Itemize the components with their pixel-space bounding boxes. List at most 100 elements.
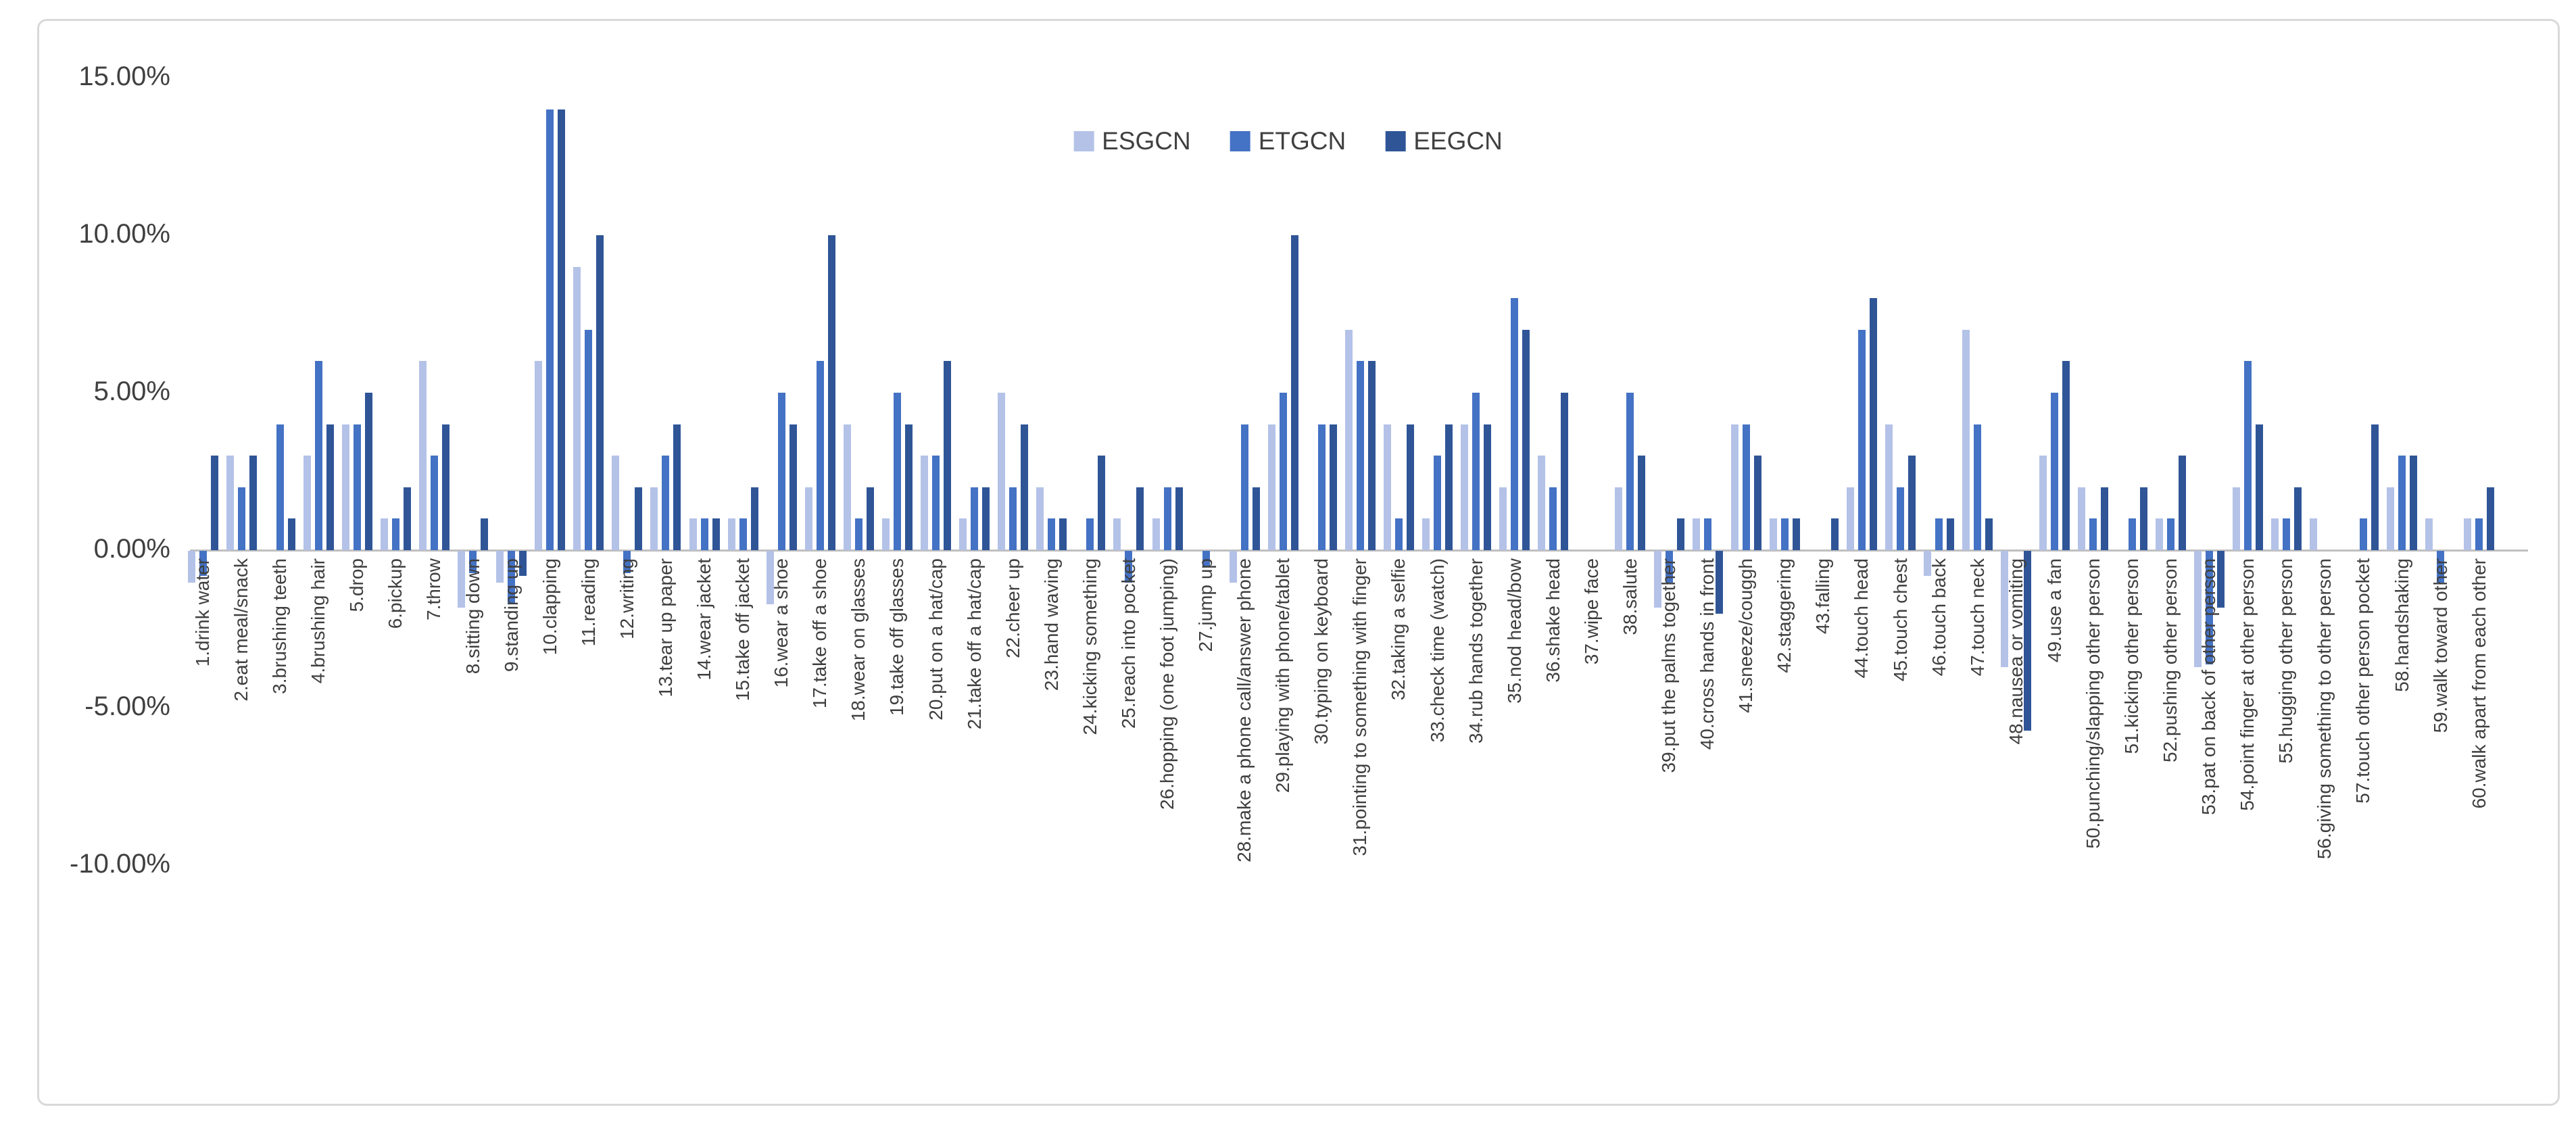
category-label-30: 30.typing on keyboard xyxy=(1311,558,1332,745)
bar-etgcn-cat51 xyxy=(2128,518,2136,550)
category-label-2: 2.eat meal/snack xyxy=(230,558,252,702)
bar-eegcn-cat22 xyxy=(1021,424,1029,550)
legend-item-etgcn: ETGCN xyxy=(1230,127,1346,155)
category-label-35: 35.nod head/bow xyxy=(1503,558,1525,704)
bar-eegcn-cat13 xyxy=(673,424,681,550)
bar-eegcn-cat50 xyxy=(2101,487,2109,550)
bar-eegcn-cat32 xyxy=(1406,424,1414,550)
bar-esgcn-cat15 xyxy=(727,518,735,550)
bar-etgcn-cat27 xyxy=(1202,551,1210,567)
category-label-49: 49.use a fan xyxy=(2043,558,2065,663)
category-label-10: 10.clapping xyxy=(539,558,560,656)
category-label-55: 55.hugging other person xyxy=(2275,558,2297,764)
bar-esgcn-cat39 xyxy=(1653,551,1661,608)
category-label-19: 19.take off glasses xyxy=(886,558,908,716)
bar-esgcn-cat19 xyxy=(881,518,890,550)
bar-eegcn-cat6 xyxy=(403,487,411,550)
category-label-32: 32.taking a selfie xyxy=(1388,558,1409,701)
legend-swatch-icon xyxy=(1230,131,1250,151)
category-label-29: 29.playing with phone/tablet xyxy=(1272,558,1294,794)
bar-eegcn-cat19 xyxy=(904,424,913,550)
bar-esgcn-cat29 xyxy=(1267,424,1275,550)
bar-eegcn-cat24 xyxy=(1098,456,1106,550)
chart-card-border xyxy=(37,19,2560,1106)
bar-etgcn-cat32 xyxy=(1394,518,1403,550)
bar-eegcn-cat46 xyxy=(1947,518,1955,550)
bar-esgcn-cat44 xyxy=(1846,487,1854,550)
bar-etgcn-cat41 xyxy=(1742,424,1750,550)
bar-etgcn-cat40 xyxy=(1703,518,1711,550)
category-label-26: 26.hopping (one foot jumping) xyxy=(1157,558,1177,810)
bar-esgcn-cat35 xyxy=(1499,487,1507,550)
bar-esgcn-cat52 xyxy=(2155,518,2163,550)
bar-etgcn-cat46 xyxy=(1935,518,1943,550)
bar-etgcn-cat20 xyxy=(932,456,940,550)
bar-esgcn-cat47 xyxy=(1962,329,1970,550)
legend-label: ESGCN xyxy=(1102,127,1191,155)
category-label-25: 25.reach into pocket xyxy=(1117,558,1139,729)
category-label-16: 16.wear a shoe xyxy=(771,558,792,688)
category-label-6: 6.pickup xyxy=(385,558,406,629)
category-label-56: 56.giving something to other person xyxy=(2314,558,2335,860)
category-label-43: 43.falling xyxy=(1812,558,1834,635)
bar-etgcn-cat26 xyxy=(1163,487,1171,550)
bar-etgcn-cat34 xyxy=(1472,393,1480,550)
bar-etgcn-cat17 xyxy=(816,361,824,550)
bar-eegcn-cat11 xyxy=(596,235,604,550)
bar-esgcn-cat9 xyxy=(496,551,504,583)
bar-eegcn-cat40 xyxy=(1715,551,1723,614)
bar-etgcn-cat2 xyxy=(237,487,245,550)
bar-eegcn-cat51 xyxy=(2139,487,2147,550)
bar-etgcn-cat19 xyxy=(893,393,901,550)
bar-esgcn-cat1 xyxy=(187,551,195,583)
bar-eegcn-cat10 xyxy=(558,109,566,550)
bar-etgcn-cat18 xyxy=(854,518,862,550)
bar-eegcn-cat47 xyxy=(1985,518,1993,550)
bar-etgcn-cat53 xyxy=(2205,551,2213,664)
bar-etgcn-cat38 xyxy=(1626,393,1634,550)
bar-eegcn-cat36 xyxy=(1561,393,1569,550)
bar-etgcn-cat4 xyxy=(314,361,322,550)
category-label-44: 44.touch head xyxy=(1851,558,1872,679)
bar-esgcn-cat40 xyxy=(1692,518,1700,550)
bar-etgcn-cat5 xyxy=(353,424,361,550)
bar-etgcn-cat6 xyxy=(391,518,399,550)
bar-eegcn-cat15 xyxy=(750,487,758,550)
y-axis-tick-label: -5.00% xyxy=(84,691,170,721)
bar-eegcn-cat20 xyxy=(944,361,952,550)
category-label-38: 38.salute xyxy=(1619,558,1641,635)
bar-eegcn-cat57 xyxy=(2371,424,2379,550)
bar-eegcn-cat54 xyxy=(2255,424,2263,550)
category-label-4: 4.brushing hair xyxy=(308,558,329,684)
bar-eegcn-cat26 xyxy=(1175,487,1183,550)
bar-etgcn-cat50 xyxy=(2089,518,2097,550)
legend-label: ETGCN xyxy=(1258,127,1346,155)
category-label-7: 7.throw xyxy=(423,558,445,620)
bar-esgcn-cat33 xyxy=(1422,518,1430,550)
category-label-12: 12.writing xyxy=(616,558,637,639)
bar-esgcn-cat8 xyxy=(458,551,466,608)
bar-esgcn-cat50 xyxy=(2078,487,2086,550)
legend-item-eegcn: EEGCN xyxy=(1385,127,1503,155)
bar-eegcn-cat44 xyxy=(1869,298,1877,550)
bar-eegcn-cat17 xyxy=(827,235,835,550)
bar-eegcn-cat41 xyxy=(1753,456,1761,550)
category-label-57: 57.touch other person pocket xyxy=(2352,558,2374,804)
category-label-39: 39.put the palms together xyxy=(1658,558,1680,773)
bar-etgcn-cat52 xyxy=(2166,518,2174,550)
bar-esgcn-cat18 xyxy=(843,424,851,550)
bar-eegcn-cat23 xyxy=(1059,518,1067,550)
bar-etgcn-cat9 xyxy=(508,551,516,605)
category-label-33: 33.check time (watch) xyxy=(1426,558,1448,743)
bar-esgcn-cat41 xyxy=(1730,424,1739,550)
y-axis-tick-label: 0.00% xyxy=(93,534,170,564)
y-axis-tick-label: 10.00% xyxy=(78,219,170,249)
category-label-48: 48.nausea or vomiting xyxy=(2005,558,2026,745)
bar-etgcn-cat14 xyxy=(700,518,708,550)
bar-eegcn-cat25 xyxy=(1136,487,1144,550)
category-label-31: 31.pointing to something with finger xyxy=(1349,558,1371,856)
legend-item-esgcn: ESGCN xyxy=(1073,127,1191,155)
bar-etgcn-cat7 xyxy=(430,456,438,550)
